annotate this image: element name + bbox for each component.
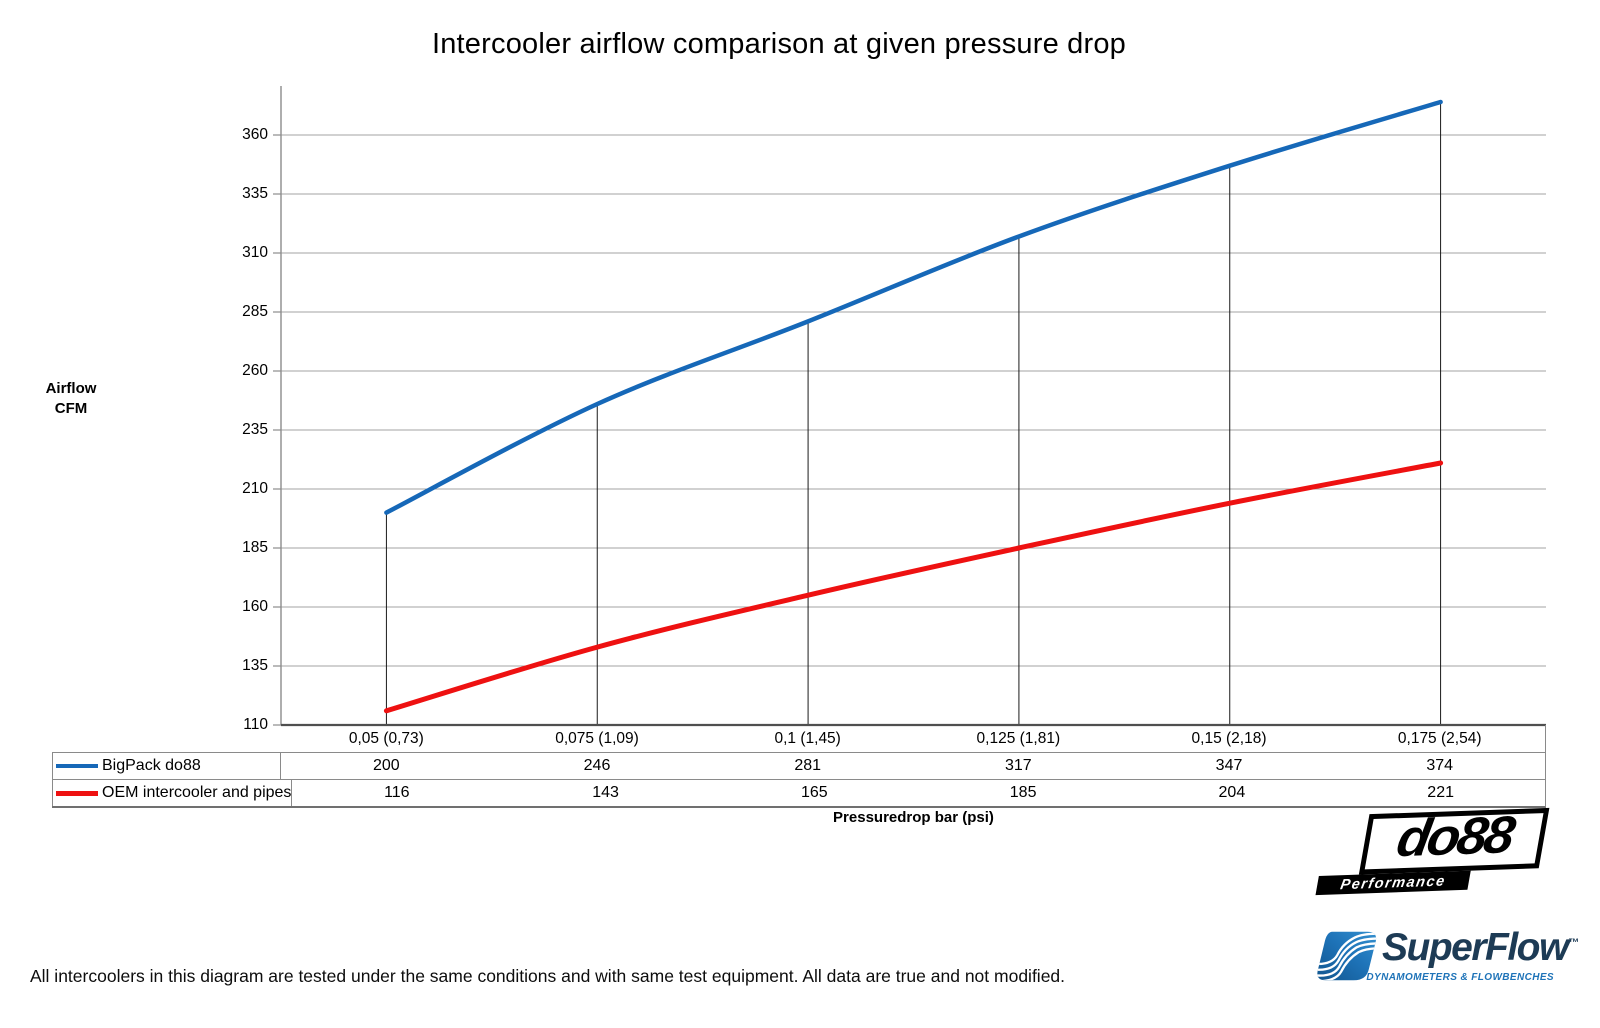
category-cell: 0,15 (2,18)	[1191, 729, 1267, 747]
superflow-name: SuperFlow	[1382, 926, 1569, 969]
category-cell: 0,125 (1,81)	[976, 729, 1061, 747]
y-tick-label: 310	[242, 244, 268, 261]
data-table: 0,05 (0,73) 0,075 (1,09) 0,1 (1,45) 0,125 (…	[52, 725, 1546, 808]
series-line-bigpack-do88	[384, 99, 1443, 515]
y-axis-title: Airflow CFM	[26, 379, 116, 419]
legend-cell: OEM intercooler and pipes	[52, 780, 293, 806]
value-cell: 347	[1215, 757, 1243, 774]
category-row: 0,05 (0,73) 0,075 (1,09) 0,1 (1,45) 0,125 (…	[281, 725, 1546, 752]
value-cell: 281	[794, 757, 822, 774]
chart-title: Intercooler airflow comparison at given …	[431, 28, 1127, 60]
value-cell: 246	[583, 757, 611, 774]
do88-logo: do88 Performance	[1315, 806, 1550, 900]
x-axis-title: Pressuredrop bar (psi)	[833, 809, 994, 826]
do88-logo-tagline: Performance	[1339, 872, 1448, 893]
value-cell: 143	[592, 784, 619, 801]
superflow-logo: SuperFlow™ DYNAMOMETERS & FLOWBENCHES	[1310, 926, 1579, 986]
series-line-oem-intercooler-and-pipes	[383, 460, 1444, 714]
do88-logo-text: do88	[1392, 806, 1517, 869]
y-tick-label: 285	[242, 303, 268, 320]
category-cell: 0,1 (1,45)	[774, 729, 841, 747]
y-tick-label: 360	[242, 126, 268, 143]
y-tick-label: 260	[242, 362, 268, 379]
category-cell: 0,05 (0,73)	[348, 729, 424, 747]
value-cell: 221	[1427, 784, 1454, 801]
series-row-bigpack: BigPack do88 200 246 281 317 347 374	[52, 752, 1546, 779]
legend-cell: BigPack do88	[52, 753, 281, 779]
category-cell: 0,175 (2,54)	[1397, 729, 1482, 747]
legend-swatch	[56, 764, 98, 768]
footer-note: All intercoolers in this diagram are tes…	[30, 966, 1066, 986]
category-cell: 0,075 (1,09)	[555, 729, 639, 747]
value-cell: 204	[1218, 784, 1246, 801]
value-cell: 116	[384, 784, 410, 801]
value-cell: 374	[1426, 757, 1454, 774]
y-tick-label: 210	[242, 480, 268, 497]
y-axis-title-line1: Airflow	[45, 380, 97, 397]
y-tick-label: 335	[242, 185, 268, 202]
superflow-logo-text: SuperFlow™	[1382, 926, 1579, 970]
value-cell: 185	[1009, 784, 1037, 801]
y-tick-label: 135	[242, 657, 268, 674]
y-tick-label: 185	[242, 539, 268, 556]
superflow-tagline: DYNAMOMETERS & FLOWBENCHES	[1366, 972, 1554, 983]
y-tick-label: 235	[242, 421, 268, 438]
value-cell: 317	[1005, 757, 1032, 774]
series-row-oem: OEM intercooler and pipes 116 143 165 185 204…	[52, 779, 1546, 808]
do88-logo-tagline-bar: Performance	[1315, 870, 1471, 896]
y-tick-label: 160	[242, 598, 268, 615]
do88-logo-box: do88	[1358, 806, 1550, 875]
y-tick-label: 110	[243, 716, 268, 733]
superflow-trademark: ™	[1567, 937, 1579, 949]
y-axis-title-line2: CFM	[54, 400, 88, 417]
legend-label: BigPack do88	[102, 757, 201, 774]
legend-swatch	[56, 790, 98, 796]
value-cell: 200	[372, 757, 400, 774]
legend-label: OEM intercooler and pipes	[102, 784, 292, 801]
superflow-wave-icon	[1317, 931, 1377, 981]
value-cell: 165	[801, 784, 828, 801]
